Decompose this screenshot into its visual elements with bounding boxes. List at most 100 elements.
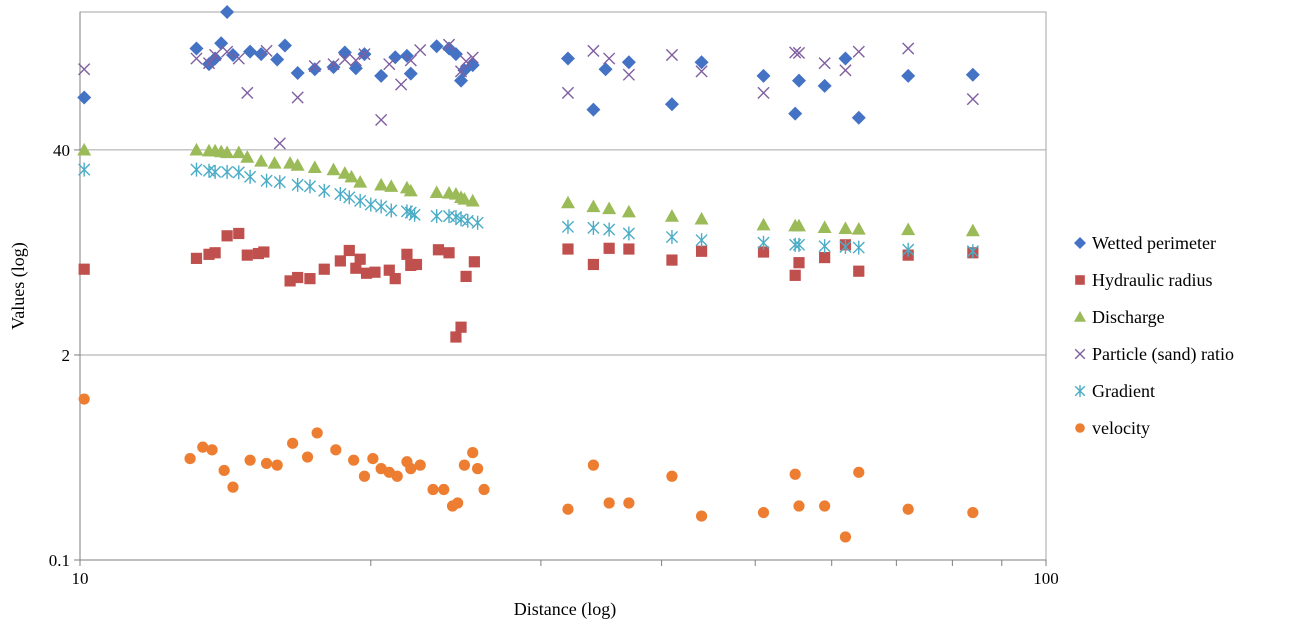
data-point: [243, 44, 258, 59]
marker-stroke: [221, 45, 234, 58]
data-point: [291, 91, 304, 104]
data-point: [818, 239, 831, 254]
data-point: [839, 531, 852, 543]
plot-area-border: [79, 11, 1047, 561]
data-point: [839, 64, 852, 77]
data-point: [254, 154, 269, 167]
data-point: [408, 207, 421, 222]
data-point: [367, 452, 379, 465]
marker-stroke: [587, 44, 600, 57]
data-point: [561, 86, 575, 99]
legend-item-gradient: Gradient: [1074, 381, 1155, 401]
legend-item-wetted-perimeter: Wetted perimeter: [1074, 233, 1216, 253]
data-point: [665, 48, 679, 62]
data-point: [358, 48, 371, 61]
data-point: [838, 51, 853, 66]
data-point: [695, 510, 708, 522]
data-point: [966, 93, 979, 106]
data-point: [694, 211, 709, 225]
data-point: [432, 244, 445, 256]
data-point: [334, 255, 346, 267]
data-point: [240, 150, 255, 163]
marker-stroke: [349, 54, 362, 67]
legend-marker: [1075, 423, 1085, 433]
data-point: [791, 73, 806, 88]
data-point: [817, 220, 832, 233]
data-point: [449, 210, 463, 225]
data-point: [203, 248, 215, 260]
marker-stroke: [561, 86, 575, 99]
legend-marker: [1074, 348, 1086, 360]
data-point: [901, 222, 916, 236]
data-point: [307, 62, 322, 77]
data-point: [851, 221, 866, 235]
marker-stroke: [209, 48, 222, 62]
marker-stroke: [459, 55, 473, 68]
data-point: [792, 46, 806, 60]
data-point: [401, 248, 413, 260]
data-point: [221, 230, 233, 242]
data-point: [189, 41, 204, 56]
data-point: [348, 61, 363, 76]
data-point: [442, 209, 456, 224]
data-point: [586, 199, 601, 213]
data-point: [232, 165, 245, 180]
data-point: [343, 244, 355, 257]
data-point: [902, 242, 915, 257]
data-point: [756, 68, 771, 83]
axes: 10 100 0.1 2 40: [49, 11, 1059, 588]
data-point: [225, 48, 240, 63]
x-tick-label: 100: [1033, 569, 1059, 588]
data-point: [374, 177, 389, 191]
data-point: [214, 36, 229, 51]
data-point: [438, 483, 450, 496]
data-point: [838, 221, 853, 235]
data-point: [466, 51, 479, 64]
data-point: [354, 193, 367, 208]
data-point: [443, 247, 455, 259]
data-point: [793, 500, 805, 512]
data-point: [258, 246, 270, 258]
data-point: [221, 164, 234, 179]
data-point: [206, 444, 218, 456]
data-point: [448, 47, 463, 62]
data-point: [395, 78, 408, 91]
data-point: [287, 437, 299, 449]
data-point: [560, 195, 575, 209]
data-point: [353, 175, 368, 188]
data-point: [458, 459, 471, 471]
data-point: [603, 222, 616, 237]
data-point: [260, 173, 273, 188]
data-point: [603, 242, 615, 254]
data-point: [221, 45, 234, 58]
data-point: [330, 444, 342, 456]
data-point: [197, 441, 209, 453]
marker-stroke: [757, 86, 770, 99]
marker-stroke: [839, 64, 852, 77]
data-point: [664, 209, 679, 222]
data-point: [260, 457, 273, 470]
series-wetted-perimeter: [77, 5, 980, 125]
data-point: [429, 185, 444, 199]
data-point: [374, 68, 389, 83]
data-point: [391, 470, 403, 482]
data-point: [311, 427, 323, 439]
data-point: [901, 68, 916, 83]
data-point: [757, 506, 770, 519]
data-point: [337, 45, 352, 60]
data-point: [208, 51, 223, 66]
marker-stroke: [966, 93, 979, 106]
data-point: [349, 54, 362, 67]
legend-marker: [1075, 275, 1085, 285]
marker-stroke: [78, 63, 91, 76]
data-point: [375, 113, 388, 127]
y-tick-label: 0.1: [49, 551, 70, 570]
data-point: [472, 463, 484, 475]
data-point: [468, 256, 480, 268]
data-point: [789, 468, 801, 480]
data-point: [227, 481, 239, 493]
data-point: [184, 452, 196, 465]
marker-stroke: [404, 54, 417, 67]
data-point: [304, 273, 316, 285]
data-point: [384, 179, 399, 192]
